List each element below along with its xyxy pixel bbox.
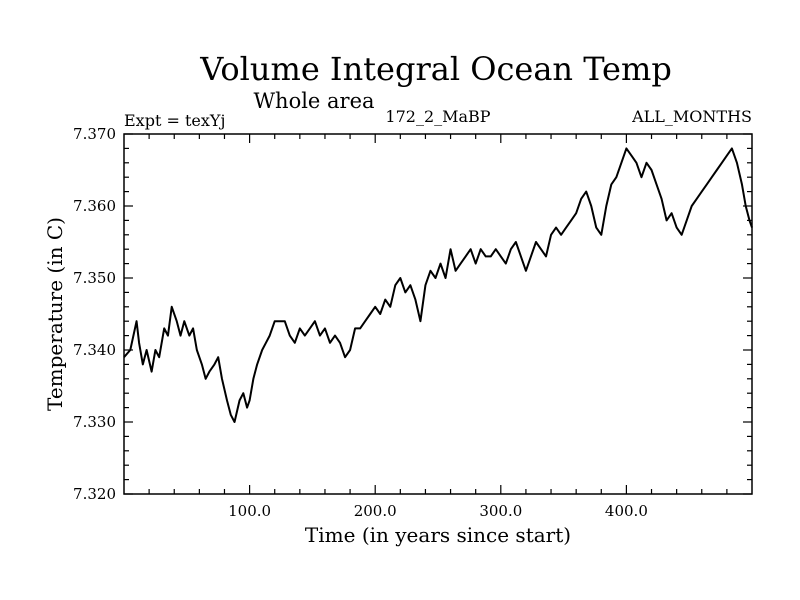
y-axis-label: Temperature (in C) <box>43 217 67 411</box>
x-tick-label: 100.0 <box>228 502 271 520</box>
chart-subtitle: Whole area <box>253 89 374 113</box>
temperature-series-line <box>123 147 753 423</box>
annotation-months: ALL_MONTHS <box>631 107 752 126</box>
y-tick-labels: 7.320 7.330 7.340 7.350 7.360 7.370 <box>73 125 116 503</box>
y-tick-label: 7.340 <box>73 341 116 359</box>
x-axis-label: Time (in years since start) <box>305 523 571 547</box>
y-tick-label: 7.360 <box>73 197 116 215</box>
annotation-expt: Expt = texYj <box>124 111 225 130</box>
x-tick-label: 200.0 <box>354 502 397 520</box>
y-tick-label: 7.320 <box>73 485 116 503</box>
y-tick-label: 7.330 <box>73 413 116 431</box>
y-tick-label: 7.350 <box>73 269 116 287</box>
y-tick-label: 7.370 <box>73 125 116 143</box>
x-tick-label: 300.0 <box>479 502 522 520</box>
axis-ticks <box>124 133 752 495</box>
chart-title: Volume Integral Ocean Temp <box>199 50 672 88</box>
x-tick-labels: 100.0 200.0 300.0 400.0 <box>228 502 648 520</box>
plot-frame <box>123 133 753 495</box>
annotation-period: 172_2_MaBP <box>385 107 490 126</box>
x-tick-label: 400.0 <box>605 502 648 520</box>
